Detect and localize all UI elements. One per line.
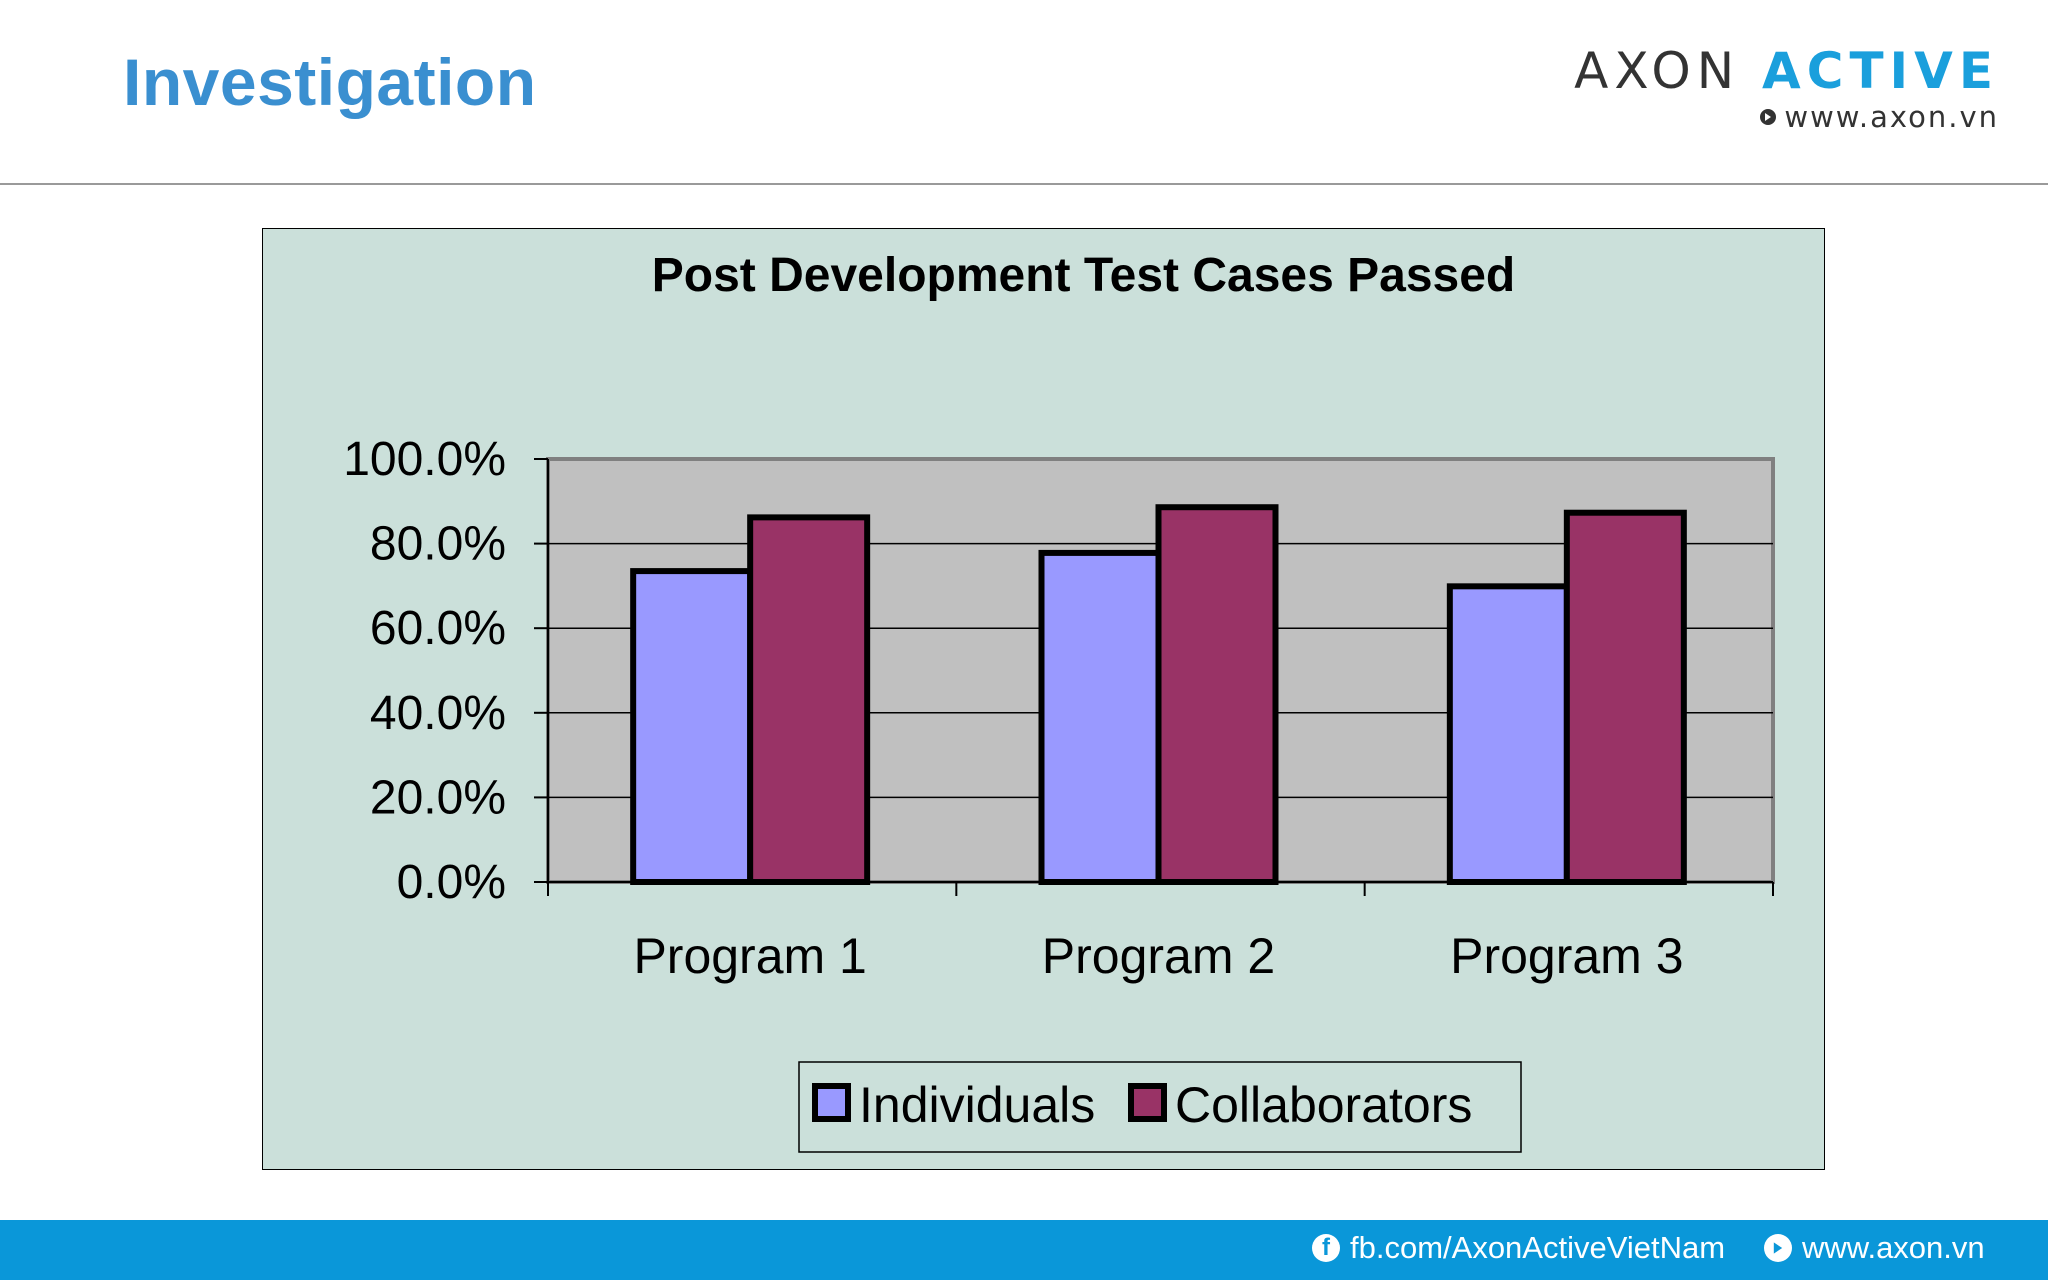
logo-axon-text: AXON [1574, 42, 1741, 100]
x-tick-label: Program 1 [633, 928, 866, 984]
y-tick-label: 100.0% [343, 433, 506, 486]
footer-website-link[interactable]: www.axon.vn [1802, 1230, 1985, 1265]
y-tick-label: 60.0% [370, 602, 506, 655]
y-tick-label: 0.0% [397, 856, 506, 909]
arrow-circle-icon [1764, 1234, 1792, 1262]
chart-container: Post Development Test Cases Passed 0.0% 20… [262, 228, 1825, 1170]
y-tick-label: 20.0% [370, 771, 506, 824]
footer-website[interactable]: www.axon.vn [1764, 1230, 1985, 1266]
legend-label-individuals: Individuals [859, 1077, 1095, 1133]
header-divider [0, 183, 2048, 185]
bar-collaborators-2 [1155, 504, 1279, 885]
logo-website: www.axon.vn [1784, 100, 1999, 134]
y-tick-label: 80.0% [370, 518, 506, 571]
x-tick-label: Program 3 [1450, 928, 1683, 984]
legend-label-collaborators: Collaborators [1175, 1077, 1472, 1133]
bar-collaborators-1 [747, 514, 871, 885]
x-tick-label: Program 2 [1042, 928, 1275, 984]
footer-facebook[interactable]: f fb.com/AxonActiveVietNam [1312, 1230, 1725, 1266]
bar-chart: Post Development Test Cases Passed 0.0% 20… [343, 249, 1775, 1153]
facebook-icon: f [1312, 1234, 1340, 1262]
footer-bar: f fb.com/AxonActiveVietNam www.axon.vn [0, 1220, 2048, 1280]
bar-individuals-3 [1446, 583, 1570, 885]
bar-collaborators-3 [1563, 509, 1687, 885]
legend-swatch-individuals [812, 1083, 851, 1122]
bar-individuals-1 [630, 568, 754, 885]
arrow-circle-icon [1760, 109, 1777, 125]
legend-swatch-collaborators [1128, 1083, 1167, 1122]
bar-individuals-2 [1038, 549, 1162, 885]
slide-title: Investigation [123, 45, 537, 119]
footer-facebook-link[interactable]: fb.com/AxonActiveVietNam [1350, 1230, 1726, 1265]
logo-active-text: ACTIVE [1762, 42, 1999, 100]
y-tick-label: 40.0% [370, 687, 506, 740]
axon-active-logo: AXON ACTIVE www.axon.vn [1574, 46, 1999, 134]
chart-title: Post Development Test Cases Passed [652, 249, 1515, 302]
